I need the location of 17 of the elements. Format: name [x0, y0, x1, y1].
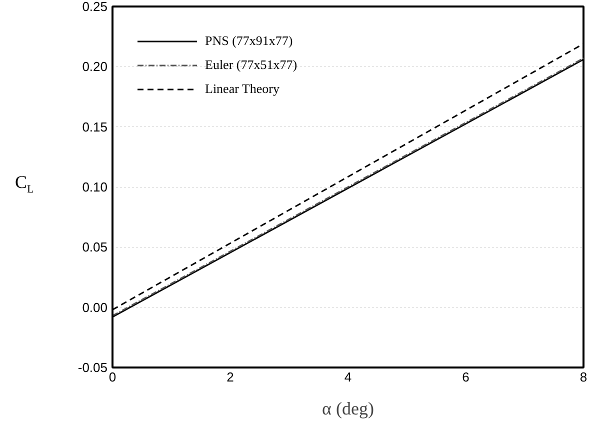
x-tick-label: 4: [344, 370, 352, 384]
x-tick-label: 0: [108, 370, 116, 384]
x-tick-label: 2: [226, 370, 234, 384]
x-tick-label: 6: [462, 370, 470, 384]
y-tick-label: 0.00: [82, 300, 108, 315]
y-tick-label: -0.05: [78, 360, 108, 375]
y-axis-title: C$_{L}$: [15, 171, 34, 198]
x-tick-label: 8: [580, 370, 588, 384]
legend-label: Linear Theory: [205, 81, 280, 97]
x-axis-title: α (deg): [322, 398, 374, 418]
y-tick-label: 0.15: [82, 119, 108, 134]
y-tick-label: 0.25: [82, 0, 108, 14]
y-tick-label: 0.05: [82, 240, 108, 255]
y-tick-label: 0.10: [82, 180, 108, 194]
legend-label: Euler (77x51x77): [205, 57, 298, 73]
legend-label: PNS (77x91x77): [205, 33, 293, 49]
y-tick-label: 0.20: [82, 59, 108, 74]
